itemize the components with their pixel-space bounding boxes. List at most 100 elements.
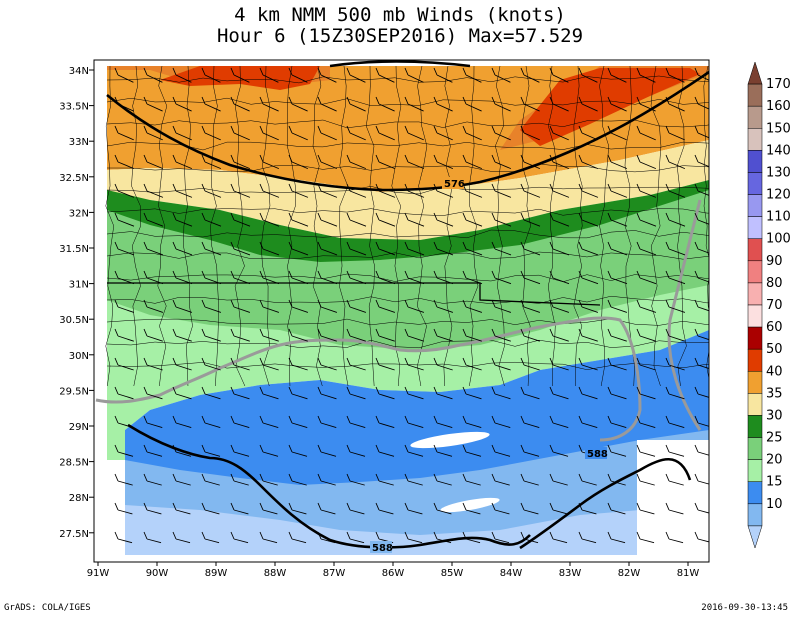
colorbar (747, 61, 763, 549)
wind-barb-feather (433, 473, 438, 482)
wind-barb (494, 335, 511, 342)
wind-barb-feather (491, 357, 496, 366)
wind-barb-feather (375, 299, 380, 308)
wind-barb (117, 74, 134, 83)
wind-barb (407, 306, 425, 313)
wind-barb-feather (636, 531, 641, 540)
wind-barb (465, 393, 482, 400)
wind-barb (291, 480, 307, 486)
wind-barb-feather (230, 299, 235, 308)
wind-barb (639, 364, 656, 371)
wind-barb (610, 219, 628, 227)
wind-barb-feather (317, 415, 322, 424)
county-line (210, 65, 219, 387)
county-line (106, 141, 709, 151)
wind-barb (320, 219, 338, 227)
wind-barb-feather (375, 154, 380, 163)
wind-barb-feather (549, 270, 554, 279)
colorbar-segment (747, 326, 763, 350)
wind-barb (204, 538, 220, 544)
wind-barb (494, 509, 510, 515)
wind-barb (407, 277, 425, 285)
wind-barb-feather (636, 473, 641, 482)
wind-barb-feather (288, 241, 293, 250)
wind-barb-feather (172, 270, 177, 279)
wind-barb-feather (230, 415, 235, 424)
wind-barb-feather (375, 357, 380, 366)
wind-barb (639, 277, 657, 285)
wind-barb-feather (665, 241, 670, 250)
wind-barb-feather (114, 473, 119, 482)
wind-barb-feather (259, 96, 264, 105)
wind-barb-feather (520, 154, 525, 163)
wind-barb-feather (636, 96, 641, 105)
wind-barb-feather (665, 386, 670, 395)
wind-barb (639, 306, 657, 313)
wind-barb-feather (520, 270, 525, 279)
wind-barb (117, 132, 134, 141)
wind-barb (349, 335, 366, 342)
wind-barb-feather (578, 241, 583, 250)
wind-barb (668, 509, 684, 515)
wind-barb-feather (694, 444, 699, 453)
wind-barb (378, 422, 395, 428)
wind-barb-feather (636, 125, 641, 134)
wind-barb (407, 364, 424, 371)
wind-barb-feather (491, 502, 496, 511)
wind-barb-feather (230, 154, 235, 163)
wind-barb (523, 364, 540, 371)
wind-barb-feather (259, 212, 264, 221)
wind-barb-feather (433, 270, 438, 279)
wind-barb (204, 74, 221, 83)
wind-barb-feather (607, 386, 612, 395)
wind-barb (436, 190, 454, 198)
wind-barb (494, 480, 510, 486)
wind-band-20-25 (107, 285, 709, 460)
county-line (106, 186, 709, 195)
wind-barb-feather (259, 386, 264, 395)
wind-barb-feather (317, 502, 322, 511)
wind-barb-feather (607, 241, 612, 250)
wind-barb (233, 132, 250, 141)
wind-barb (639, 509, 655, 515)
colorbar-segment (747, 437, 763, 460)
wind-barb-feather (636, 270, 641, 279)
wind-barb-feather (172, 386, 177, 395)
wind-barb (378, 219, 396, 227)
wind-barb (523, 103, 540, 112)
county-line (131, 65, 141, 387)
wind-barb (204, 248, 222, 256)
wind-barb (697, 248, 709, 254)
wind-barb (291, 509, 307, 515)
wind-barb (349, 306, 367, 313)
wind-barb (610, 74, 627, 83)
lat-tick-label: 34N (69, 66, 89, 77)
county-line (106, 97, 709, 106)
wind-barb (146, 480, 162, 486)
lat-tick-label: 28.5N (59, 458, 89, 469)
lon-tick-label: 83W (559, 568, 582, 579)
wind-barb (581, 480, 597, 486)
wind-barb-feather (317, 270, 322, 279)
wind-barb (494, 306, 512, 313)
wind-barb-feather (288, 125, 293, 134)
wind-barb (175, 190, 193, 198)
wind-barb (204, 364, 221, 371)
lat-tick-label: 29N (69, 422, 89, 433)
wind-barb-feather (114, 502, 119, 511)
wind-barb (465, 132, 482, 141)
wind-barb (465, 277, 483, 285)
wind-barb-feather (607, 154, 612, 163)
wind-barb (320, 306, 338, 313)
wind-barb-feather (404, 270, 409, 279)
county-line (183, 65, 193, 387)
wind-barb (407, 509, 423, 515)
wind-barb (349, 132, 366, 141)
wind-barb (349, 422, 366, 428)
wind-barb (668, 219, 686, 227)
wind-barb-feather (201, 67, 206, 76)
wind-barb-feather (636, 299, 641, 308)
wind-barb-feather (549, 531, 554, 540)
timestamp-label: 2016-09-30-13:45 (701, 603, 788, 613)
wind-barb-feather (491, 473, 496, 482)
